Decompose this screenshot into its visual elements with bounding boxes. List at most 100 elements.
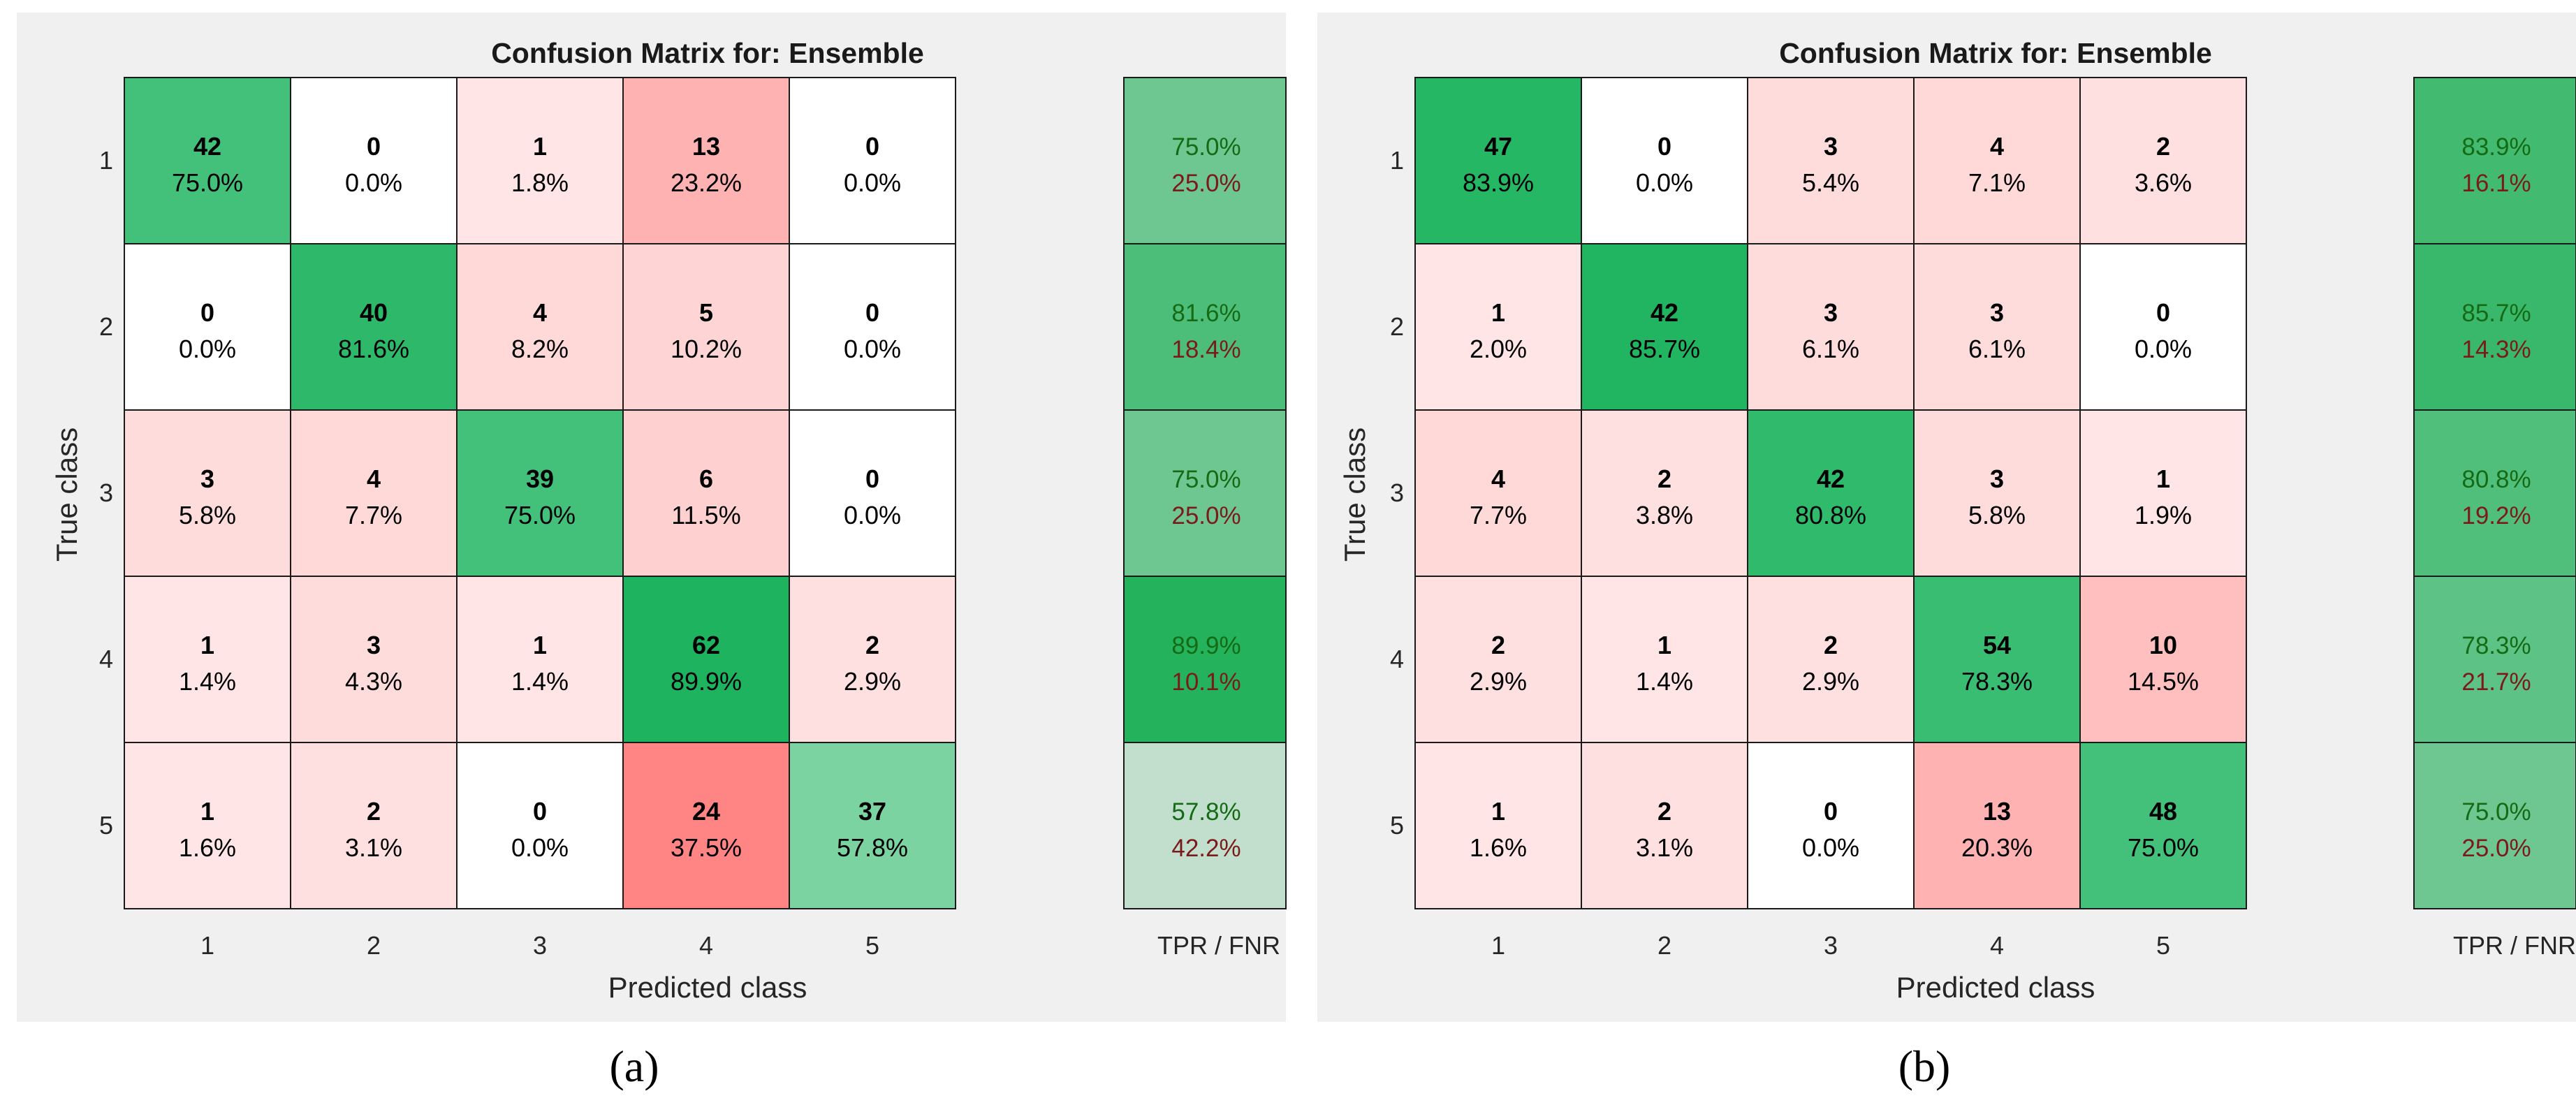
panel-b-cell-r4-c2 [1581,576,1748,743]
panel-a-cell-r4-c3 [456,576,624,743]
panel-a-cell-count-r1-c5: 0 [865,132,879,161]
panel-a-tpr-4: 89.9% [1171,632,1241,659]
panel-b-cell-r3-c2 [1581,409,1748,577]
panel-a-cell-percent-r5-c2: 3.1% [345,833,402,862]
panel-a-summary-label: TPR / FNR [1157,931,1280,960]
panel-a-cell-percent-r5-c5: 57.8% [837,833,908,862]
panel-a-cell-r1-c2 [290,77,458,244]
panel-a-cell-percent-r2-c5: 0.0% [844,335,901,363]
panel-a-tpr-1: 75.0% [1171,133,1241,161]
panel-a-cell-r2-c1 [124,243,291,411]
panel-b-cell-count-r1-c1: 47 [1484,132,1512,161]
panel-a-cell-r4-c5 [789,576,956,743]
panel-b-fnr-5: 25.0% [2461,835,2531,862]
panel-a-y-tick-4: 4 [99,645,113,673]
panel-b-y-tick-2: 2 [1390,312,1404,341]
panel-a-tpr-2: 81.6% [1171,300,1241,327]
panel-b-x-tick-5: 5 [2156,931,2170,960]
panel-a-cell-r2-c5 [789,243,956,411]
panel-b-fnr-3: 19.2% [2461,502,2531,529]
panel-a-cell-count-r4-c2: 3 [367,631,381,659]
panel-b-cell-r4-c3 [1747,576,1915,743]
panel-a-cell-percent-r5-c1: 1.6% [179,833,236,862]
panel-a-cell-count-r4-c3: 1 [533,631,547,659]
panel-a-fnr-3: 25.0% [1171,502,1241,529]
panel-a-cell-r1-c3 [456,77,624,244]
panel-b-x-axis-label: Predicted class [1896,971,2095,1004]
panel-b-cell-r4-c1 [1414,576,1582,743]
panel-b-y-tick-3: 3 [1390,478,1404,507]
panel-b-cell-r1-c3 [1747,77,1915,244]
panel-b-cell-r2-c3 [1747,243,1915,411]
panel-a-cell-percent-r1-c1: 75.0% [172,168,243,197]
panel-a-tpr-fnr-cell-2 [1123,243,1287,411]
panel-b-cell-percent-r4-c2: 1.4% [1636,667,1693,696]
panel-b-cell-count-r2-c2: 42 [1651,298,1678,327]
panel-b-cell-r1-c5 [2079,77,2247,244]
panel-b-cell-r3-c3 [1747,409,1915,577]
panel-b-cell-count-r4-c2: 1 [1657,631,1671,659]
panel-b-cell-percent-r3-c5: 1.9% [2135,501,2192,529]
panel-b-cell-percent-r5-c5: 75.0% [2128,833,2199,862]
panel-b-cell-percent-r1-c1: 83.9% [1463,168,1534,197]
panel-b-fnr-1: 16.1% [2461,170,2531,197]
panel-a-cell-r5-c5 [789,742,956,909]
panel-a-fnr-5: 42.2% [1171,835,1241,862]
panel-b-cell-r3-c1 [1414,409,1582,577]
panel-a-tpr-3: 75.0% [1171,466,1241,493]
panel-b-cell-r2-c1 [1414,243,1582,411]
panel-b: Confusion Matrix for: Ensemble Predicted… [1317,13,2576,1091]
panel-b-cell-r4-c5 [2079,576,2247,743]
panel-a-cell-count-r1-c2: 0 [367,132,381,161]
panel-a-cell-count-r2-c1: 0 [200,298,214,327]
panel-a-x-tick-3: 3 [533,931,547,960]
panel-a-cell-r1-c1 [124,77,291,244]
panel-a-cell-percent-r2-c3: 8.2% [511,335,569,363]
panel-b-cell-percent-r5-c1: 1.6% [1470,833,1527,862]
panel-b-cell-count-r1-c2: 0 [1657,132,1671,161]
panel-a-cell-r5-c3 [456,742,624,909]
panel-b-tpr-fnr-cell-4 [2413,576,2576,743]
panel-b-x-tick-1: 1 [1491,931,1505,960]
panel-b-tpr-fnr-cell-3 [2413,409,2576,577]
panel-a-cell-percent-r3-c3: 75.0% [504,501,576,529]
panel-b-tpr-fnr-column: 83.9% 16.1% 85.7% 14.3% 80.8% 19.2% 78.3% 21.7%… [2413,77,2576,909]
panel-a-cell-count-r1-c4: 13 [692,132,720,161]
panel-b-y-tick-4: 4 [1390,645,1404,673]
panel-b-title: Confusion Matrix for: Ensemble [1779,37,2212,69]
panel-b-tpr-1: 83.9% [2461,133,2531,161]
panel-a-cell-percent-r4-c2: 4.3% [345,667,402,696]
panel-b-cell-percent-r2-c2: 85.7% [1629,335,1700,363]
panel-b-cell-r5-c4 [1913,742,2081,909]
panel-b-cell-percent-r4-c3: 2.9% [1802,667,1859,696]
panel-b-cell-count-r5-c1: 1 [1491,797,1505,826]
panel-a-cell-percent-r5-c3: 0.0% [511,833,569,862]
panel-b-cell-percent-r1-c4: 7.1% [1968,168,2026,197]
panel-a-cell-count-r5-c1: 1 [200,797,214,826]
panel-a-cell-count-r2-c5: 0 [865,298,879,327]
panel-a-cell-r4-c4 [622,576,790,743]
panel-b-cell-percent-r3-c3: 80.8% [1795,501,1866,529]
panel-a-cell-r3-c3 [456,409,624,577]
panel-a-y-axis-label: True class [50,427,83,562]
panel-a-cell-r2-c3 [456,243,624,411]
panel-b-y-tick-1: 1 [1390,146,1404,175]
panel-b-cell-count-r4-c3: 2 [1824,631,1838,659]
panel-a-cell-r5-c1 [124,742,291,909]
panel-b-fnr-4: 21.7% [2461,668,2531,696]
panel-a-x-tick-4: 4 [699,931,713,960]
panel-a-cell-count-r5-c2: 2 [367,797,381,826]
panel-b-cell-count-r5-c2: 2 [1657,797,1671,826]
panel-b-matrix-grid: 4783.9%00.0%35.4%47.1%23.6%112.0%4285.7%… [1390,77,2247,960]
panel-a-cell-percent-r1-c3: 1.8% [511,168,569,197]
panel-b-cell-count-r2-c5: 0 [2156,298,2170,327]
panel-a-cell-percent-r5-c4: 37.5% [671,833,742,862]
panel-a-cell-percent-r2-c4: 10.2% [671,335,742,363]
panel-a-cell-count-r5-c5: 37 [858,797,886,826]
panel-a-cell-percent-r4-c5: 2.9% [844,667,901,696]
panel-a-cell-percent-r2-c1: 0.0% [179,335,236,363]
panel-a-fnr-1: 25.0% [1171,170,1241,197]
panel-b-cell-count-r3-c1: 4 [1491,464,1505,493]
panel-a-cell-r3-c2 [290,409,458,577]
panel-a-cell-count-r4-c5: 2 [865,631,879,659]
